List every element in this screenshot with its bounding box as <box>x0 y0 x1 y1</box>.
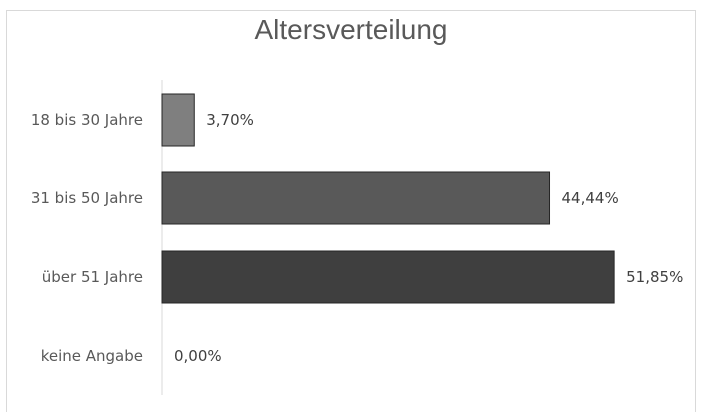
category-label: 18 bis 30 Jahre <box>31 111 143 129</box>
chart-title: Altersverteilung <box>254 14 448 45</box>
value-label: 51,85% <box>626 268 683 286</box>
category-label: über 51 Jahre <box>42 268 143 286</box>
bar <box>161 171 551 225</box>
value-label: 0,00% <box>174 347 222 365</box>
bar <box>161 250 615 304</box>
category-label: 31 bis 50 Jahre <box>31 189 143 207</box>
bar <box>161 93 195 147</box>
category-label: keine Angabe <box>41 347 143 365</box>
value-label: 3,70% <box>206 111 254 129</box>
value-label: 44,44% <box>562 189 619 207</box>
